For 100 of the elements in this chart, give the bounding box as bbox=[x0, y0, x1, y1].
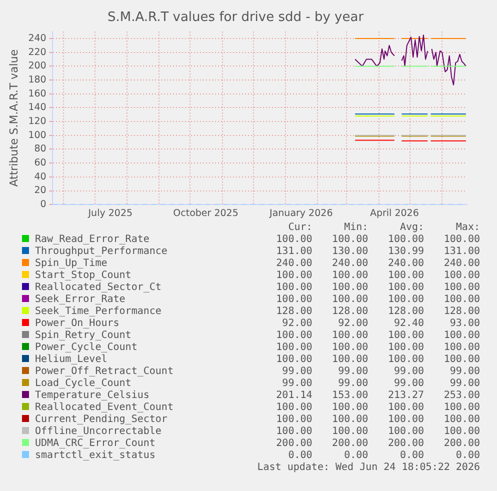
text: 100.00 bbox=[442, 234, 480, 246]
text: 100.00 bbox=[275, 282, 312, 294]
text: 100.00 bbox=[331, 282, 368, 294]
text: 200.00 bbox=[386, 438, 424, 450]
text: 100.00 bbox=[331, 354, 368, 366]
text: 0.00 bbox=[343, 450, 368, 462]
text: 201.14 bbox=[275, 390, 312, 402]
text: 240.00 bbox=[442, 258, 480, 270]
text: 100.00 bbox=[275, 414, 312, 426]
text: 131.00 bbox=[442, 246, 480, 258]
legend-label: Helium_Level bbox=[34, 354, 108, 366]
text: Cur: bbox=[287, 222, 312, 234]
text: 240.00 bbox=[275, 258, 312, 270]
text: 100.00 bbox=[275, 330, 312, 342]
legend-label: Seek_Error_Rate bbox=[34, 294, 126, 306]
y-tick-label: 100 bbox=[28, 130, 46, 141]
y-axis-title: Attribute S.M.A.R.T value bbox=[7, 49, 20, 187]
text: 100.00 bbox=[386, 426, 424, 438]
text: 92.00 bbox=[281, 318, 312, 330]
text: Min: bbox=[343, 222, 368, 234]
text: 100.00 bbox=[442, 414, 480, 426]
legend-label: UDMA_CRC_Error_Count bbox=[34, 438, 156, 450]
text: 213.27 bbox=[386, 390, 424, 402]
text: 100.00 bbox=[386, 342, 424, 354]
text: 99.00 bbox=[281, 378, 312, 390]
text: 100.00 bbox=[331, 426, 368, 438]
text: 100.00 bbox=[386, 402, 424, 414]
text: 100.00 bbox=[386, 294, 424, 306]
legend-label: Power_On_Hours bbox=[34, 318, 120, 330]
text: 0.00 bbox=[287, 450, 312, 462]
text: 100.00 bbox=[275, 426, 312, 438]
text: 128.00 bbox=[275, 306, 312, 318]
text: 100.00 bbox=[331, 342, 368, 354]
legend-label: Reallocated_Event_Count bbox=[34, 402, 174, 414]
text: 100.00 bbox=[275, 294, 312, 306]
legend-label: smartctl_exit_status bbox=[34, 450, 156, 462]
text: 93.00 bbox=[448, 318, 480, 330]
text: 100.00 bbox=[386, 414, 424, 426]
y-tick-label: 140 bbox=[28, 102, 46, 114]
text: Last update: Wed Jun 24 18:05:22 2026 bbox=[256, 462, 480, 474]
legend-label: Temperature_Celsius bbox=[34, 390, 150, 402]
y-tick-label: 40 bbox=[34, 171, 46, 182]
text: 100.00 bbox=[442, 402, 480, 414]
y-tick-label: 200 bbox=[28, 60, 46, 72]
text: 200.00 bbox=[275, 438, 312, 450]
text: 100.00 bbox=[275, 342, 312, 354]
x-tick-label: April 2026 bbox=[370, 208, 419, 219]
legend-label: Throughput_Performance bbox=[34, 246, 168, 258]
text: 253.00 bbox=[442, 390, 480, 402]
text: Max: bbox=[454, 222, 480, 234]
text: 240.00 bbox=[386, 258, 424, 270]
text: 128.00 bbox=[386, 306, 424, 318]
chart-title: S.M.A.R.T values for drive sdd - by year bbox=[107, 10, 364, 26]
legend-label: Spin_Retry_Count bbox=[34, 330, 132, 342]
text: 128.00 bbox=[442, 306, 480, 318]
text: 131.00 bbox=[275, 246, 312, 258]
y-tick-label: 120 bbox=[28, 116, 46, 128]
text: 100.00 bbox=[386, 330, 424, 342]
y-tick-label: 0 bbox=[40, 199, 46, 210]
legend-label: Spin_Up_Time bbox=[34, 258, 108, 270]
text: 100.00 bbox=[331, 414, 368, 426]
text: 200.00 bbox=[331, 438, 368, 450]
text: 128.00 bbox=[331, 306, 368, 318]
text: 100.00 bbox=[331, 234, 368, 246]
legend-label: Raw_Read_Error_Rate bbox=[34, 234, 150, 246]
text: 240.00 bbox=[331, 258, 368, 270]
y-tick-label: 160 bbox=[28, 88, 46, 100]
text: 0.00 bbox=[398, 450, 424, 462]
text: 99.00 bbox=[448, 366, 480, 378]
text: 100.00 bbox=[442, 354, 480, 366]
y-tick-label: 180 bbox=[28, 74, 46, 86]
text: 100.00 bbox=[331, 330, 368, 342]
text: 100.00 bbox=[442, 342, 480, 354]
text: 92.00 bbox=[337, 318, 368, 330]
text: 100.00 bbox=[442, 282, 480, 294]
y-tick-label: 60 bbox=[34, 158, 46, 169]
text: 130.99 bbox=[386, 246, 424, 258]
y-tick-label: 220 bbox=[28, 46, 46, 58]
text: 100.00 bbox=[386, 234, 424, 246]
x-tick-label: January 2026 bbox=[268, 208, 333, 219]
text: 100.00 bbox=[442, 270, 480, 282]
text: 99.00 bbox=[281, 366, 312, 378]
text: 100.00 bbox=[275, 402, 312, 414]
text: 100.00 bbox=[331, 402, 368, 414]
text: 100.00 bbox=[331, 270, 368, 282]
text: 100.00 bbox=[442, 426, 480, 438]
text: 100.00 bbox=[386, 270, 424, 282]
text: 99.00 bbox=[448, 378, 480, 390]
legend-label: Start_Stop_Count bbox=[34, 270, 132, 282]
legend-label: Power_Cycle_Count bbox=[34, 342, 138, 354]
text: 100.00 bbox=[386, 282, 424, 294]
legend-label: Current_Pending_Sector bbox=[34, 414, 168, 426]
y-tick-label: 20 bbox=[34, 185, 46, 196]
legend-label: Load_Cycle_Count bbox=[34, 378, 132, 390]
text: 100.00 bbox=[275, 354, 312, 366]
text: 99.00 bbox=[337, 378, 368, 390]
text: 99.00 bbox=[337, 366, 368, 378]
x-tick-label: July 2025 bbox=[87, 208, 133, 219]
text: 100.00 bbox=[275, 234, 312, 246]
text: 200.00 bbox=[442, 438, 480, 450]
